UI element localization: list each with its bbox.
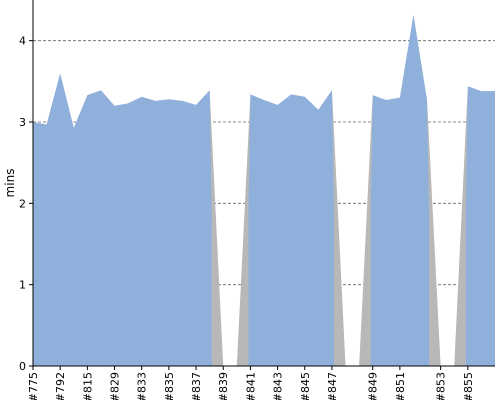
x-tick-label: #792 [54, 372, 67, 400]
y-tick-label: 4 [19, 35, 26, 48]
failed-build-area [209, 86, 468, 367]
x-axis-ticks: #775 #792 #815 #829 #833 #835 #837 #839 #841 #843… [27, 366, 475, 400]
area-series [33, 14, 495, 367]
x-tick-label: #835 [163, 372, 176, 400]
x-tick-label: #855 [462, 372, 475, 400]
x-tick-label: #847 [326, 372, 339, 400]
x-tick-label: #839 [217, 372, 230, 400]
y-axis-ticks: 0 1 2 3 4 [19, 35, 33, 373]
y-tick-label: 3 [19, 116, 26, 129]
y-tick-label: 1 [19, 279, 26, 292]
x-tick-label: #853 [435, 372, 448, 400]
x-tick-label: #841 [244, 372, 257, 400]
x-tick-label: #837 [190, 372, 203, 400]
x-tick-label: #815 [81, 372, 94, 400]
x-tick-label: #845 [299, 372, 312, 400]
duration-area [33, 14, 495, 366]
x-tick-label: #829 [109, 372, 122, 400]
x-tick-label: #833 [136, 372, 149, 400]
x-tick-label: #843 [272, 372, 285, 400]
y-tick-label: 2 [19, 197, 26, 210]
x-tick-label: #849 [367, 372, 380, 400]
x-tick-label: #851 [394, 372, 407, 400]
axes [32, 0, 495, 367]
x-tick-label: #775 [27, 372, 40, 400]
y-axis-label: mins [3, 169, 17, 198]
y-tick-label: 0 [19, 360, 26, 373]
